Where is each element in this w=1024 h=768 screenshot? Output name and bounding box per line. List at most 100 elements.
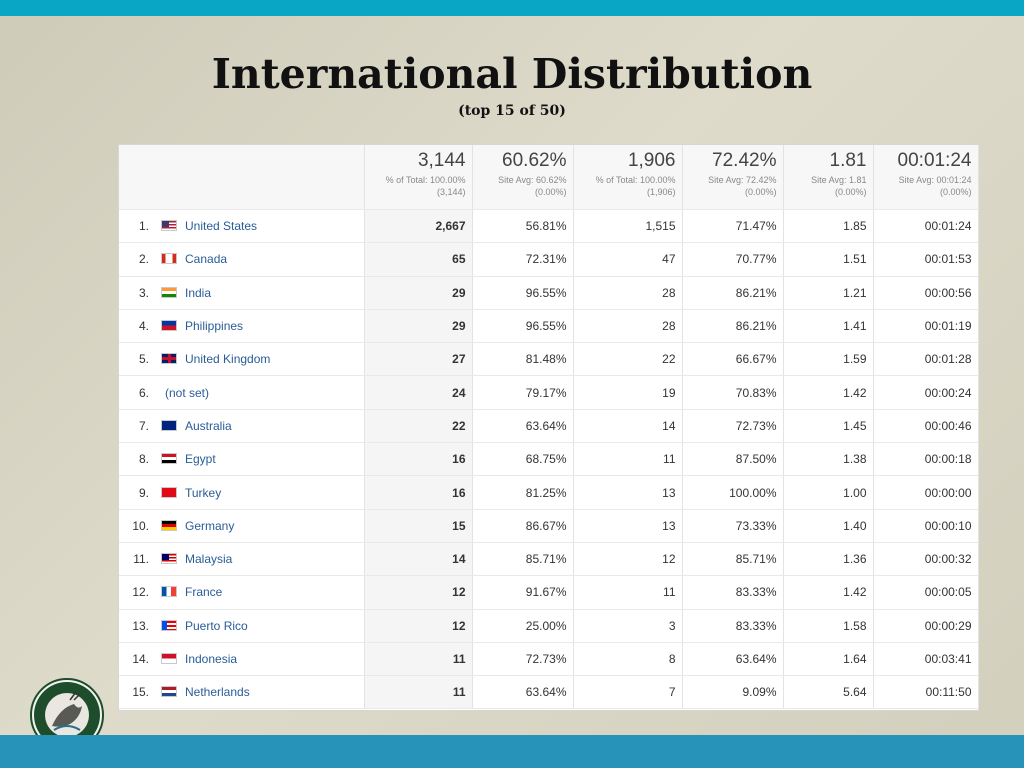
pr-flag-icon <box>161 619 177 631</box>
avg-duration-cell: 00:00:32 <box>873 542 979 577</box>
bounce-rate-cell: 73.33% <box>682 509 784 543</box>
pages-per-visit-cell: 1.85 <box>783 209 874 244</box>
id-flag-icon <box>161 653 177 664</box>
pages-per-visit-cell: 1.42 <box>783 575 874 610</box>
pages-per-visit-cell: 1.00 <box>783 475 874 510</box>
country-cell: 12. France <box>119 575 365 610</box>
new-visits-pct-cell: 91.67% <box>472 575 574 610</box>
avg-duration-cell: 00:00:29 <box>873 609 979 643</box>
country-link[interactable]: France <box>185 585 223 600</box>
country-link[interactable]: Canada <box>185 252 228 267</box>
pages-per-visit-cell: 1.51 <box>783 242 874 277</box>
row-rank: 9. <box>138 485 149 500</box>
row-rank: 3. <box>138 285 149 300</box>
country-cell: 8. Egypt <box>119 442 365 477</box>
new-visitors-cell: 14 <box>573 409 683 444</box>
avg-duration-cell: 00:01:28 <box>873 342 979 377</box>
new-visits-pct-cell: 63.64% <box>472 675 574 710</box>
visits-cell: 14 <box>364 542 473 577</box>
bounce-rate-cell: 72.73% <box>682 409 784 444</box>
new-visitors-cell: 13 <box>573 475 683 510</box>
bounce-rate-cell: 71.47% <box>682 209 784 244</box>
country-link[interactable]: Egypt <box>185 452 216 467</box>
bounce-rate-cell: 85.71% <box>682 542 784 577</box>
country-cell: 6. (not set) <box>119 375 365 410</box>
avg-duration-cell: 00:00:00 <box>873 475 979 510</box>
row-rank: 5. <box>138 352 149 367</box>
row-rank: 15. <box>132 685 149 700</box>
table-row: 8. Egypt 16 68.75% 11 87.50% 1.38 00:00:18 <box>119 442 979 477</box>
row-rank: 11. <box>133 552 149 567</box>
header-bounce-rate[interactable]: 72.42% Site Avg: 72.42% (0.00%) <box>682 145 784 210</box>
country-link[interactable]: Turkey <box>185 485 222 500</box>
row-rank: 8. <box>138 452 149 467</box>
country-link[interactable]: India <box>185 285 212 300</box>
visits-cell: 2,667 <box>364 209 473 244</box>
visits-cell: 11 <box>364 642 473 677</box>
visits-cell: 16 <box>364 442 473 477</box>
fwc-seal-logo <box>30 678 104 752</box>
table-row: 7. Australia 22 63.64% 14 72.73% 1.45 00:00:46 <box>119 409 979 444</box>
avg-duration-cell: 00:00:10 <box>873 509 979 543</box>
country-link[interactable]: Netherlands <box>185 685 250 700</box>
visits-cell: 16 <box>364 475 473 510</box>
new-visitors-cell: 22 <box>573 342 683 377</box>
bounce-rate-cell: 100.00% <box>682 475 784 510</box>
new-visitors-cell: 1,515 <box>573 209 683 244</box>
country-link[interactable]: United Kingdom <box>185 352 271 367</box>
bounce-rate-cell: 9.09% <box>682 675 784 710</box>
visits-cell: 11 <box>364 675 473 710</box>
avg-duration-cell: 00:00:18 <box>873 442 979 477</box>
avg-duration-cell: 00:01:53 <box>873 242 979 277</box>
country-link[interactable]: Indonesia <box>185 652 238 666</box>
bottom-accent-bar <box>0 735 1024 768</box>
table-row: 11. Malaysia 14 85.71% 12 85.71% 1.36 00:00:32 <box>119 542 979 577</box>
new-visitors-cell: 3 <box>573 609 683 643</box>
slide-subtitle: (top 15 of 50) <box>458 103 566 119</box>
table-header-row: 3,144% of Total: 100.00% (3,144) 60.62% S… <box>119 145 979 210</box>
country-cell: 15. Netherlands <box>119 675 365 710</box>
country-link[interactable]: Germany <box>185 518 235 533</box>
header-new-visits[interactable]: 60.62% Site Avg: 60.62% (0.00%) <box>472 145 574 210</box>
row-rank: 12. <box>132 585 149 600</box>
eg-flag-icon <box>161 453 177 465</box>
avg-duration-cell: 00:01:24 <box>873 209 979 244</box>
country-link[interactable]: United States <box>185 219 258 234</box>
country-link[interactable]: Australia <box>185 418 232 433</box>
table-row: 3. India 29 96.55% 28 86.21% 1.21 00:00:56 <box>119 276 979 310</box>
row-rank: 4. <box>138 319 149 334</box>
tr-flag-icon <box>161 486 177 498</box>
visits-cell: 29 <box>364 276 473 310</box>
pages-per-visit-cell: 5.64 <box>783 675 874 710</box>
avg-duration-cell: 00:00:46 <box>873 409 979 444</box>
my-flag-icon <box>161 553 177 565</box>
new-visits-pct-cell: 63.64% <box>472 409 574 444</box>
country-cell: 4. Philippines <box>119 309 365 344</box>
header-avg-duration[interactable]: 00:01:24 Site Avg: 00:01:24 (0.00%) <box>873 145 979 210</box>
visits-cell: 24 <box>364 375 473 410</box>
country-link[interactable]: Malaysia <box>185 552 233 567</box>
bounce-rate-cell: 70.83% <box>682 375 784 410</box>
country-link[interactable]: Philippines <box>185 319 244 334</box>
bounce-rate-cell: 83.33% <box>682 609 784 643</box>
bounce-rate-cell: 86.21% <box>682 276 784 310</box>
table-row: 9. Turkey 16 81.25% 13 100.00% 1.00 00:00:00 <box>119 475 979 510</box>
new-visits-pct-cell: 96.55% <box>472 309 574 344</box>
bounce-rate-cell: 63.64% <box>682 642 784 677</box>
country-cell: 2. Canada <box>119 242 365 277</box>
new-visits-pct-cell: 85.71% <box>472 542 574 577</box>
row-rank: 7. <box>138 418 149 433</box>
country-cell: 5. United Kingdom <box>119 342 365 377</box>
header-visits[interactable]: 3,144% of Total: 100.00% (3,144) <box>364 145 473 210</box>
nl-flag-icon <box>161 686 177 698</box>
country-link[interactable]: Puerto Rico <box>185 618 248 633</box>
table-row: 5. United Kingdom 27 81.48% 22 66.67% 1.59 00:0… <box>119 342 979 377</box>
new-visits-pct-cell: 96.55% <box>472 276 574 310</box>
pages-per-visit-cell: 1.59 <box>783 342 874 377</box>
table-row: 14. Indonesia 11 72.73% 8 63.64% 1.64 00:03:41 <box>119 642 979 677</box>
header-new-visitors[interactable]: 1,906% of Total: 100.00% (1,906) <box>573 145 683 210</box>
avg-duration-cell: 00:03:41 <box>873 642 979 677</box>
visits-cell: 29 <box>364 309 473 344</box>
header-pages-per-visit[interactable]: 1.81 Site Avg: 1.81 (0.00%) <box>783 145 874 210</box>
bounce-rate-cell: 86.21% <box>682 309 784 344</box>
